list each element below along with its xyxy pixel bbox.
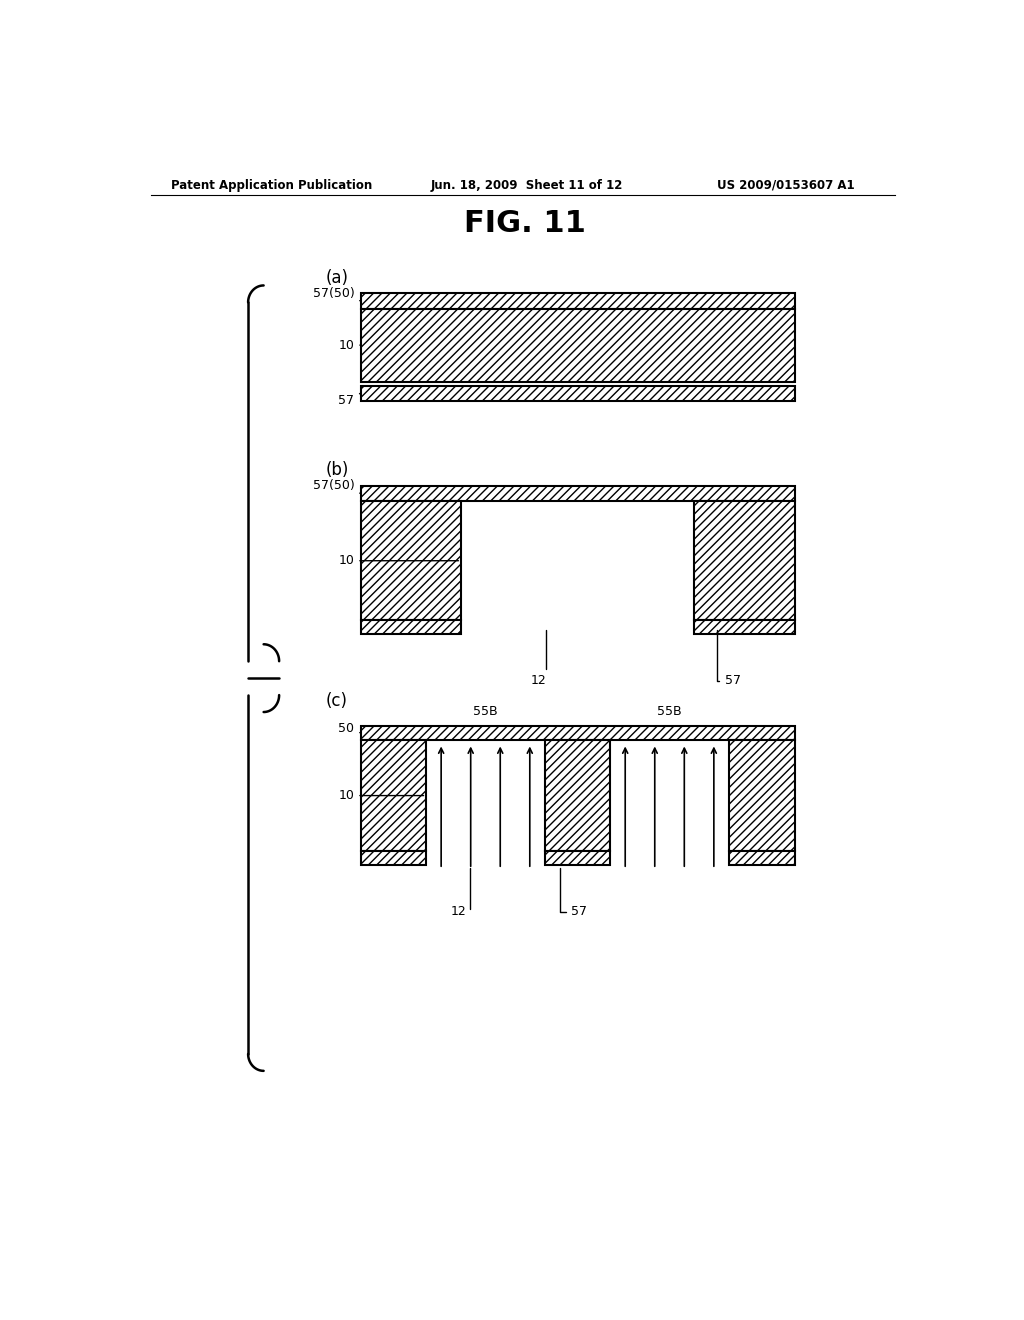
Text: US 2009/0153607 A1: US 2009/0153607 A1 — [717, 178, 855, 191]
Text: 57: 57 — [560, 869, 588, 919]
Bar — [360, 851, 426, 866]
Bar — [360, 309, 795, 381]
Text: 57(50): 57(50) — [312, 286, 360, 301]
Text: 55B: 55B — [473, 705, 498, 718]
Text: 57(50): 57(50) — [312, 479, 360, 494]
Bar — [360, 502, 461, 620]
Text: 12: 12 — [530, 630, 547, 688]
Bar — [729, 739, 795, 851]
Text: 57: 57 — [338, 393, 360, 408]
Bar — [360, 739, 426, 851]
Text: FIG. 11: FIG. 11 — [464, 210, 586, 239]
Text: (a): (a) — [326, 269, 348, 286]
Bar — [360, 620, 461, 635]
Bar — [360, 385, 795, 401]
Text: 10: 10 — [338, 789, 424, 803]
Text: 55B: 55B — [657, 705, 682, 718]
Bar — [693, 502, 795, 620]
Bar — [360, 486, 795, 502]
Text: Jun. 18, 2009  Sheet 11 of 12: Jun. 18, 2009 Sheet 11 of 12 — [430, 178, 623, 191]
Text: 50: 50 — [338, 722, 360, 735]
Text: (c): (c) — [326, 692, 347, 710]
Bar — [360, 726, 795, 739]
Text: 12: 12 — [451, 869, 470, 919]
Text: (b): (b) — [326, 461, 349, 479]
Bar — [545, 739, 610, 851]
Bar — [693, 620, 795, 635]
Bar — [729, 851, 795, 866]
Bar — [360, 293, 795, 309]
Text: 10: 10 — [338, 554, 459, 568]
Text: 57: 57 — [717, 630, 740, 688]
Bar — [545, 851, 610, 866]
Text: Patent Application Publication: Patent Application Publication — [171, 178, 372, 191]
Text: 10: 10 — [338, 339, 360, 351]
